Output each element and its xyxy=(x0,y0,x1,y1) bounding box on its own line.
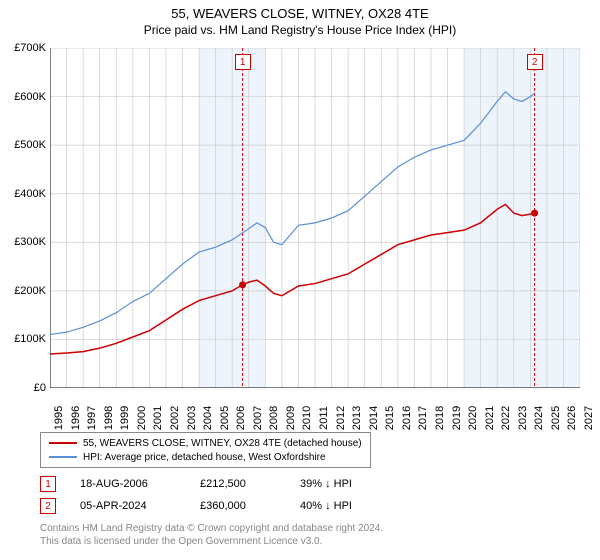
x-tick-label: 2024 xyxy=(533,406,545,430)
legend-swatch xyxy=(49,456,77,458)
x-tick-label: 2018 xyxy=(434,406,446,430)
x-tick-label: 1998 xyxy=(103,406,115,430)
chart-marker-box: 2 xyxy=(527,54,543,70)
sale-date: 18-AUG-2006 xyxy=(80,478,200,490)
chart-plot-area: 12 xyxy=(50,48,580,388)
x-tick-label: 2013 xyxy=(351,406,363,430)
sale-marker-box: 1 xyxy=(40,476,56,492)
chart-title: 55, WEAVERS CLOSE, WITNEY, OX28 4TE xyxy=(0,6,600,21)
x-tick-label: 2021 xyxy=(484,406,496,430)
x-tick-label: 2020 xyxy=(467,406,479,430)
sale-row: 2 05-APR-2024 £360,000 40% ↓ HPI xyxy=(40,496,400,516)
x-tick-label: 1996 xyxy=(70,406,82,430)
sale-price: £212,500 xyxy=(200,478,300,490)
x-tick-label: 2009 xyxy=(285,406,297,430)
sale-row: 1 18-AUG-2006 £212,500 39% ↓ HPI xyxy=(40,474,400,494)
sale-hpi: 39% ↓ HPI xyxy=(300,478,400,490)
sale-price: £360,000 xyxy=(200,500,300,512)
x-tick-label: 2014 xyxy=(368,406,380,430)
y-tick-label: £500K xyxy=(14,139,46,151)
legend: 55, WEAVERS CLOSE, WITNEY, OX28 4TE (det… xyxy=(40,432,371,468)
x-tick-label: 2011 xyxy=(318,406,330,430)
legend-item: HPI: Average price, detached house, West… xyxy=(49,450,362,464)
chart-subtitle: Price paid vs. HM Land Registry's House … xyxy=(0,23,600,37)
x-tick-label: 2001 xyxy=(152,406,164,430)
x-tick-label: 1995 xyxy=(53,406,65,430)
y-tick-label: £400K xyxy=(14,188,46,200)
legend-label: HPI: Average price, detached house, West… xyxy=(83,452,326,463)
title-block: 55, WEAVERS CLOSE, WITNEY, OX28 4TE Pric… xyxy=(0,0,600,37)
legend-item: 55, WEAVERS CLOSE, WITNEY, OX28 4TE (det… xyxy=(49,436,362,450)
x-tick-label: 2003 xyxy=(186,406,198,430)
x-tick-label: 2015 xyxy=(384,406,396,430)
footer-line: This data is licensed under the Open Gov… xyxy=(40,535,383,548)
chart-marker-box: 1 xyxy=(235,54,251,70)
x-tick-label: 2007 xyxy=(252,406,264,430)
x-tick-label: 2017 xyxy=(417,406,429,430)
y-tick-label: £0 xyxy=(34,382,46,394)
x-tick-label: 1999 xyxy=(119,406,131,430)
legend-label: 55, WEAVERS CLOSE, WITNEY, OX28 4TE (det… xyxy=(83,438,362,449)
x-tick-label: 2002 xyxy=(169,406,181,430)
x-tick-label: 2027 xyxy=(583,406,595,430)
y-tick-label: £100K xyxy=(14,333,46,345)
chart-svg xyxy=(50,48,580,388)
sale-marker-box: 2 xyxy=(40,498,56,514)
y-tick-label: £200K xyxy=(14,285,46,297)
x-tick-label: 2004 xyxy=(202,406,214,430)
x-tick-label: 2000 xyxy=(136,406,148,430)
legend-swatch xyxy=(49,442,77,444)
y-tick-label: £300K xyxy=(14,236,46,248)
x-tick-label: 2012 xyxy=(335,406,347,430)
chart-container: 55, WEAVERS CLOSE, WITNEY, OX28 4TE Pric… xyxy=(0,0,600,560)
y-axis-labels: £0£100K£200K£300K£400K£500K£600K£700K xyxy=(0,48,48,388)
footer-attribution: Contains HM Land Registry data © Crown c… xyxy=(40,522,383,548)
x-tick-label: 2022 xyxy=(500,406,512,430)
y-tick-label: £600K xyxy=(14,91,46,103)
x-tick-label: 2023 xyxy=(517,406,529,430)
x-tick-label: 2019 xyxy=(451,406,463,430)
sale-hpi: 40% ↓ HPI xyxy=(300,500,400,512)
x-axis-labels: 1995 1996 1997 1998 1999 2000 2001 2002 2003 2004… xyxy=(50,390,580,430)
footer-line: Contains HM Land Registry data © Crown c… xyxy=(40,522,383,535)
x-tick-label: 2006 xyxy=(235,406,247,430)
x-tick-label: 2016 xyxy=(401,406,413,430)
x-tick-label: 2025 xyxy=(550,406,562,430)
x-tick-label: 2008 xyxy=(268,406,280,430)
x-tick-label: 1997 xyxy=(86,406,98,430)
x-tick-label: 2010 xyxy=(301,406,313,430)
x-tick-label: 2005 xyxy=(219,406,231,430)
x-tick-label: 2026 xyxy=(566,406,578,430)
y-tick-label: £700K xyxy=(14,42,46,54)
sale-date: 05-APR-2024 xyxy=(80,500,200,512)
sale-records: 1 18-AUG-2006 £212,500 39% ↓ HPI 2 05-AP… xyxy=(40,474,400,518)
